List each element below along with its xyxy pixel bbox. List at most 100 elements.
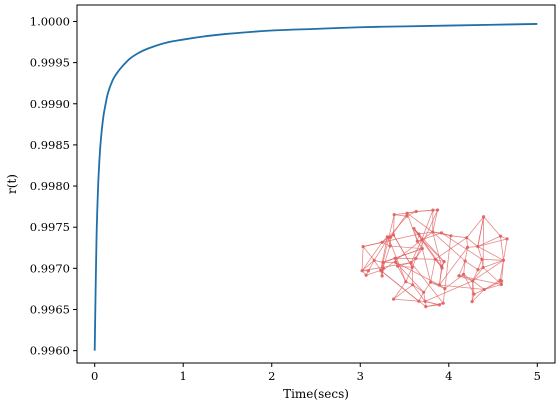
network-edge [450, 235, 467, 239]
network-edge [477, 246, 504, 261]
network-node [420, 247, 424, 251]
network-edge [361, 259, 375, 272]
network-node [429, 280, 433, 284]
network-edge [424, 280, 473, 302]
network-edge [393, 281, 407, 300]
network-node [381, 266, 386, 270]
y-axis-label: r(t) [5, 174, 19, 194]
network-node [463, 259, 467, 263]
network-edge [472, 259, 504, 282]
network-edge [397, 265, 413, 268]
network-edge [421, 209, 434, 240]
network-edge [389, 245, 423, 249]
network-node [388, 244, 392, 248]
x-axis-label: Time(secs) [283, 387, 349, 401]
network-edge [388, 237, 407, 282]
network-edge [393, 298, 419, 302]
network-edge [362, 246, 375, 261]
network-node [364, 273, 368, 277]
network-node [423, 299, 427, 303]
network-node [372, 258, 376, 262]
y-tick-label: 0.9980 [30, 179, 70, 193]
network-edge [444, 235, 452, 289]
x-axis-ticks: 0 1 2 3 4 5 [91, 363, 541, 383]
network-node [436, 208, 440, 212]
network-edge [362, 262, 412, 272]
y-tick-label: 0.9970 [30, 261, 70, 275]
network-edge [416, 209, 433, 212]
network-node [366, 269, 370, 273]
network-node [437, 283, 441, 287]
network-edge [388, 215, 408, 238]
y-tick-label: 0.9965 [30, 303, 70, 317]
network-node [465, 236, 469, 240]
network-edge [393, 214, 395, 235]
y-axis-ticks: 0.9960 0.9965 0.9970 0.9975 0.9980 0.9985 0.99… [30, 14, 77, 358]
network-edge [395, 262, 440, 286]
network-edge [442, 288, 446, 304]
y-tick-label: 0.9985 [30, 138, 70, 152]
network-node [442, 260, 446, 264]
y-tick-label: 0.9960 [30, 344, 70, 358]
network-node [404, 280, 408, 284]
network-node [472, 292, 476, 296]
x-tick-label: 0 [91, 369, 98, 383]
plot-frame [76, 4, 556, 364]
network-node [361, 245, 365, 249]
network-edge [395, 262, 424, 293]
network-edge [365, 270, 381, 276]
network-edge [412, 284, 426, 302]
y-tick-label: 1.0000 [30, 14, 70, 28]
network-edge [415, 209, 438, 259]
network-node [441, 301, 445, 305]
network-edge [477, 246, 483, 260]
network-edge [373, 260, 382, 271]
network-edge [432, 231, 466, 262]
series-line [93, 23, 538, 351]
network-node [393, 256, 397, 260]
network-edge [441, 232, 483, 260]
network-node [457, 274, 461, 278]
network-edge [482, 259, 504, 268]
network-edge [421, 248, 431, 283]
network-node [405, 211, 409, 215]
network-node [440, 264, 444, 268]
network-edge [363, 241, 383, 247]
network-edge [410, 262, 444, 304]
network-node [380, 274, 384, 278]
network-edge [412, 284, 424, 293]
network-node [431, 230, 435, 234]
network-node [394, 260, 398, 264]
network-node [396, 264, 400, 268]
network-node [482, 287, 486, 292]
network-edge [434, 237, 467, 260]
network-node [482, 215, 486, 219]
network-edge [466, 216, 484, 238]
network-edge [411, 258, 417, 268]
network-node [410, 265, 414, 269]
network-edge [406, 213, 418, 242]
network-edge [439, 284, 485, 290]
network-node [380, 240, 384, 244]
x-tick-label: 4 [445, 369, 452, 383]
network-graph-icon [360, 208, 509, 309]
network-node [476, 244, 480, 249]
network-node [381, 260, 385, 264]
network-node [501, 258, 506, 262]
network-node [392, 213, 396, 217]
network-edge [473, 289, 485, 295]
network-node [431, 208, 435, 212]
network-edge [481, 258, 504, 261]
network-node [481, 265, 485, 270]
network-edge [432, 209, 438, 233]
y-tick-label: 0.9995 [30, 56, 70, 70]
network-edge [483, 216, 501, 237]
network-node [505, 237, 509, 241]
network-edge [382, 248, 423, 263]
network-edge [406, 211, 417, 217]
network-edge [439, 247, 468, 286]
network-edge [484, 284, 502, 290]
network-node [443, 287, 447, 291]
network-node [480, 257, 484, 261]
network-node [449, 234, 453, 238]
